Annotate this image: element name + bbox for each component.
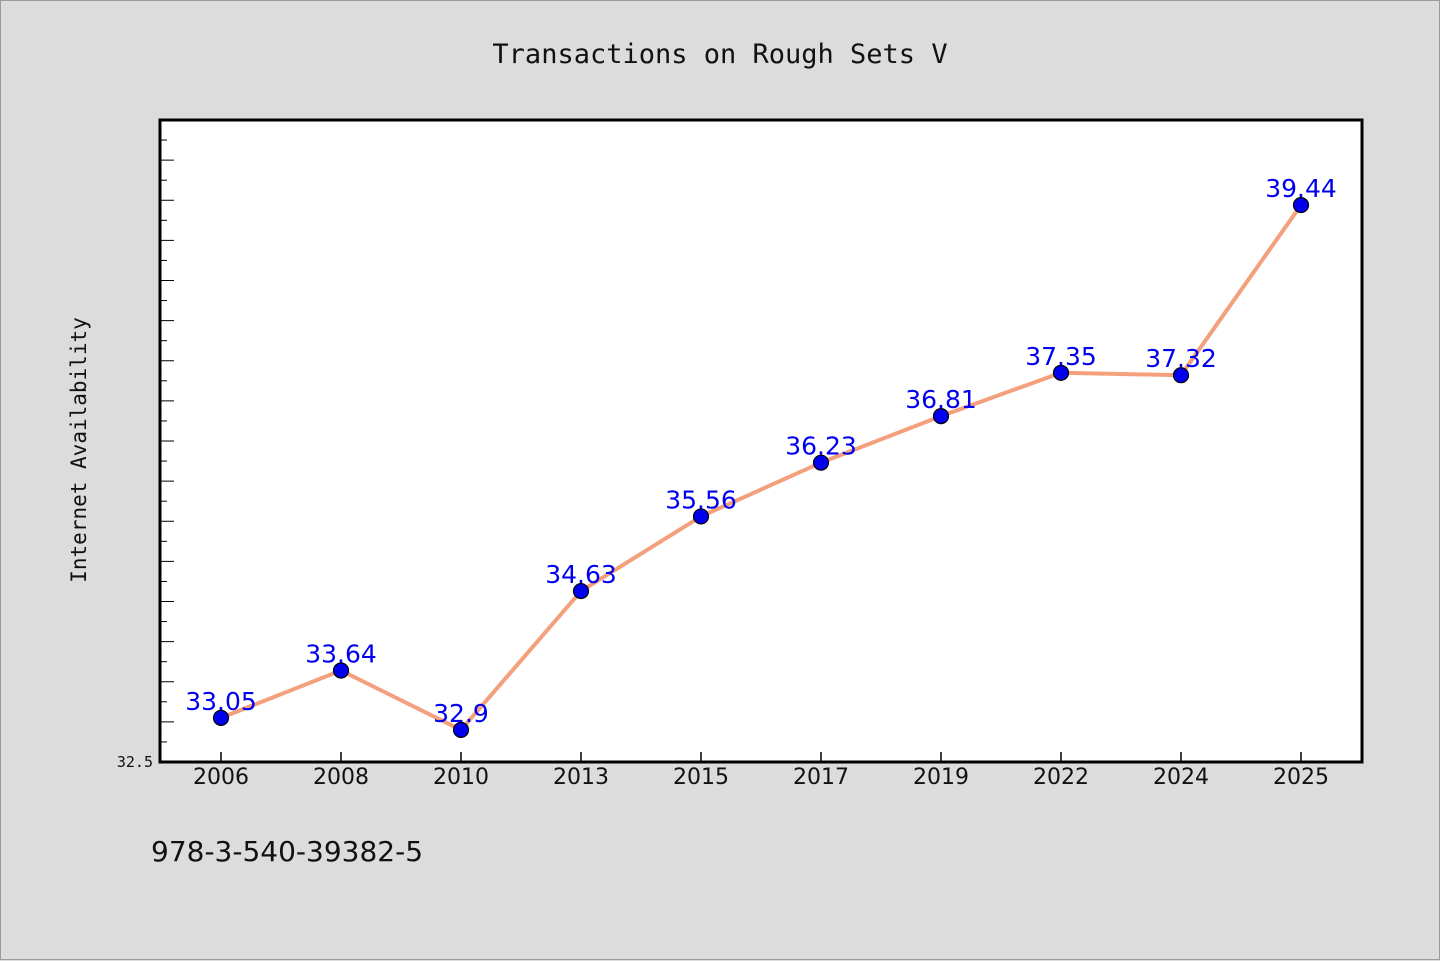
x-tick-label: 2019 [913,765,969,790]
y-axis-ticks [160,139,174,743]
x-tick-label: 2025 [1273,765,1329,790]
data-point [452,721,470,739]
plot-area [158,118,1364,764]
data-label: 37.35 [1025,342,1097,371]
data-label: 33.05 [185,687,257,716]
data-point [812,454,830,471]
data-point [692,508,710,525]
y-axis-label: Internet Availability [67,317,91,583]
x-tick-label: 2008 [313,765,369,790]
x-tick-label: 2013 [553,765,609,790]
x-tick-label: 2017 [793,765,849,790]
data-label: 32.9 [433,699,489,728]
data-point [1292,196,1310,214]
y-tick-label: 32.5 [117,753,153,771]
x-tick-label: 2022 [1033,765,1089,790]
x-tick-label: 2010 [433,765,489,790]
data-point [1172,367,1190,384]
data-label: 39.44 [1265,174,1337,203]
data-label: 37.32 [1145,344,1217,373]
x-tick-label: 2015 [673,765,729,790]
data-label: 36.81 [905,385,977,414]
chart-title: Transactions on Rough Sets V [492,39,947,70]
data-markers [212,196,1310,739]
data-point [332,662,350,679]
data-point [1052,364,1070,381]
x-tick-label: 2024 [1153,765,1209,790]
data-labels: 33.05 33.64 32.9 34.63 35.56 36.23 36.81 37.35 3… [185,174,1337,728]
data-label: 33.64 [305,640,377,669]
data-point [572,582,590,600]
series-line [219,203,1303,732]
data-label: 34.63 [545,560,617,589]
x-axis-ticks: 2006 2008 2010 2013 2015 2017 2019 2022 2024 2025 [193,752,1329,790]
data-label: 36.23 [785,432,857,461]
data-point [932,408,950,425]
footer-isbn: 978-3-540-39382-5 [151,835,424,868]
data-point [212,709,230,726]
x-tick-label: 2006 [193,765,249,790]
data-label: 35.56 [665,485,737,514]
